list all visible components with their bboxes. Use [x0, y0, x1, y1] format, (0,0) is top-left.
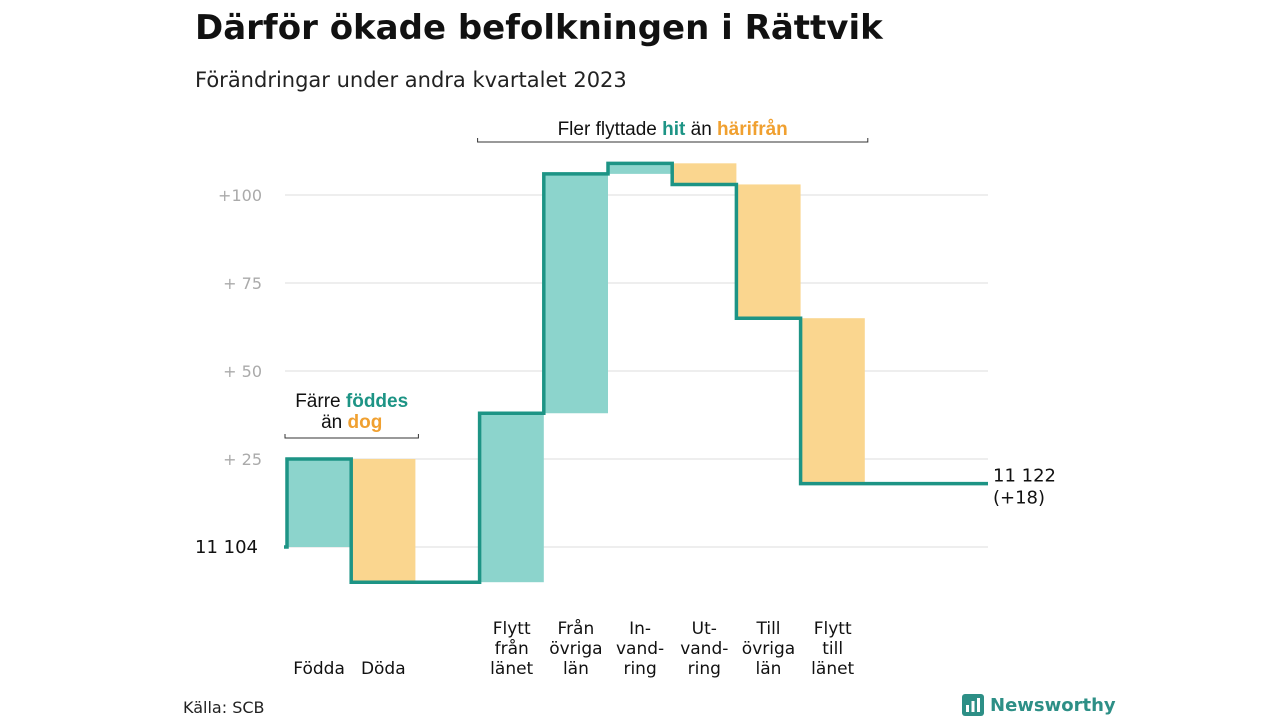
x-tick-label: län	[756, 659, 782, 679]
annotation-bracket	[284, 434, 419, 439]
bar-till-övriga-län	[736, 184, 801, 319]
annotation-text: Färre föddes	[295, 391, 408, 412]
bar-från-övriga-län	[543, 173, 608, 414]
bar-flytt-från-länet	[479, 413, 544, 583]
end-change-label: (+18)	[993, 488, 1045, 509]
x-tick-label: ring	[688, 659, 721, 679]
y-tick-label: + 50	[223, 362, 262, 381]
annotation-text: Fler flyttade hit än härifrån	[558, 119, 788, 140]
x-tick-label: Från	[558, 618, 595, 639]
x-tick-label: Flytt	[814, 619, 852, 639]
x-tick-label: Ut-	[692, 619, 717, 639]
x-tick-label: län	[563, 659, 589, 679]
y-tick-label: +100	[218, 186, 262, 205]
annotation-bracket	[477, 138, 869, 143]
bar-döda	[351, 459, 416, 583]
x-tick-label: Till	[755, 619, 780, 639]
bar-chart-logo-icon	[962, 694, 984, 716]
population-step-line	[284, 161, 988, 584]
x-tick-label: vand-	[616, 639, 664, 659]
bar-födda	[287, 459, 352, 547]
bar-flytt-till-länet	[800, 318, 865, 484]
x-tick-label: ring	[623, 659, 656, 679]
x-tick-label: länet	[490, 659, 533, 679]
source-note: Källa: SCB	[183, 698, 265, 717]
logo-text: Newsworthy	[990, 694, 1116, 716]
bar-in--vand--ring	[608, 163, 673, 174]
chart-subtitle: Förändringar under andra kvartalet 2023	[195, 68, 627, 92]
x-tick-label: till	[822, 639, 843, 659]
end-value-label: 11 122	[993, 466, 1056, 487]
y-tick-label: + 25	[223, 450, 262, 469]
x-tick-label: vand-	[680, 639, 728, 659]
x-tick-label: In-	[629, 619, 651, 639]
x-tick-label: länet	[811, 659, 854, 679]
bar-ut--vand--ring	[672, 163, 737, 185]
x-tick-label: Döda	[361, 659, 406, 679]
newsworthy-logo[interactable]: Newsworthy	[962, 694, 1116, 716]
x-tick-label: från	[495, 638, 529, 659]
x-tick-label: Födda	[293, 659, 345, 679]
x-tick-label: övriga	[742, 639, 795, 659]
x-tick-label: övriga	[549, 639, 602, 659]
chart-title: Därför ökade befolkningen i Rättvik	[195, 8, 883, 48]
x-tick-label: Flytt	[493, 619, 531, 639]
annotation-text: än dog	[321, 412, 382, 433]
start-value-label: 11 104	[195, 537, 258, 558]
y-tick-label: + 75	[223, 274, 262, 293]
